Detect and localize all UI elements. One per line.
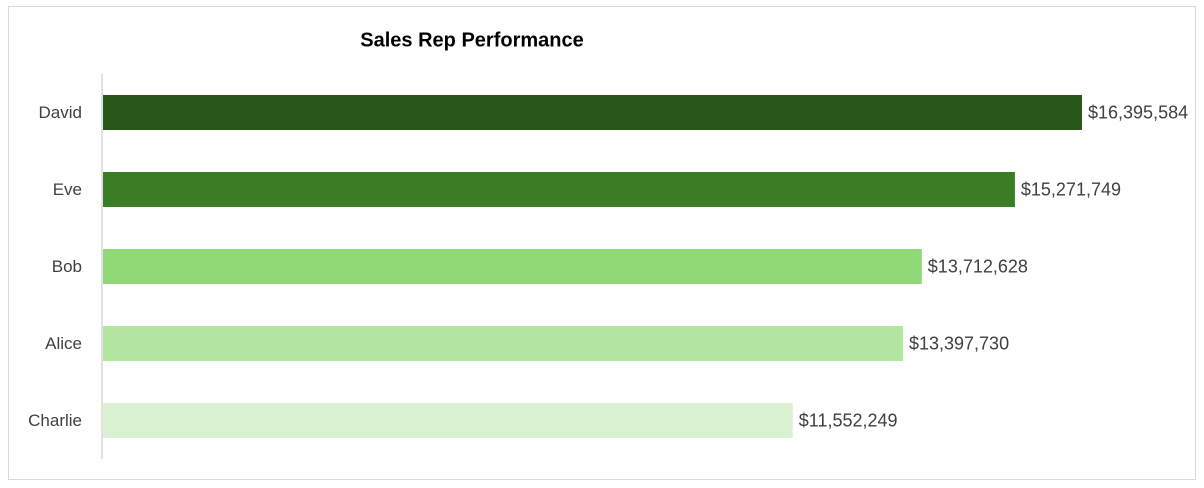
category-label: Charlie xyxy=(28,411,82,430)
category-label: Bob xyxy=(52,257,82,276)
data-label: $11,552,249 xyxy=(799,411,898,431)
data-label: $13,397,730 xyxy=(909,334,1009,354)
chart-title: Sales Rep Performance xyxy=(360,29,584,52)
category-label: David xyxy=(39,103,82,122)
category-label: Eve xyxy=(53,180,82,199)
data-label: $16,395,584 xyxy=(1088,103,1188,123)
bar-bob xyxy=(103,249,922,284)
bar-charlie xyxy=(103,403,793,438)
category-label: Alice xyxy=(45,334,82,353)
data-label: $15,271,749 xyxy=(1021,180,1121,200)
bar-alice xyxy=(103,326,903,361)
bar-eve xyxy=(103,172,1015,207)
data-label: $13,712,628 xyxy=(928,257,1028,277)
chart-area xyxy=(8,6,1196,480)
bar-david xyxy=(103,95,1082,130)
